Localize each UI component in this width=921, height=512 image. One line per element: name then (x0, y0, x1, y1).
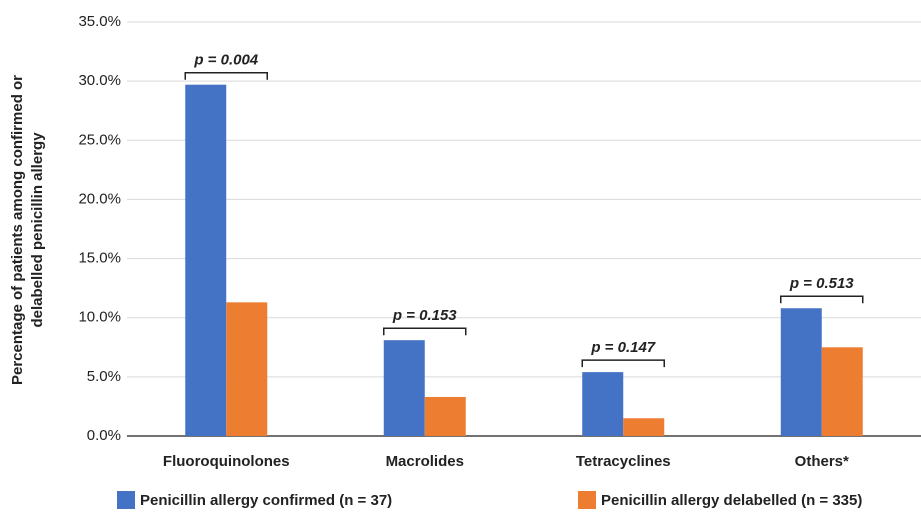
legend-label: Penicillin allergy delabelled (n = 335) (601, 492, 862, 509)
bracket (780, 295, 864, 304)
bar (821, 347, 863, 436)
y-tick-label: 30.0% (78, 72, 121, 89)
bar (226, 302, 268, 436)
y-tick-label: 10.0% (78, 309, 121, 326)
y-axis-label: Percentage of patients among confirmed o… (9, 75, 26, 385)
bracket (581, 359, 665, 368)
bar (383, 340, 425, 436)
x-tick-label: Others* (795, 453, 849, 470)
y-axis-label: delabelled penicillin allergy (29, 132, 46, 328)
annotation: p = 0.147 (590, 339, 655, 356)
annotation: p = 0.513 (789, 275, 854, 292)
y-tick-label: 35.0% (78, 13, 121, 30)
legend-label: Penicillin allergy confirmed (n = 37) (140, 492, 392, 509)
bar (780, 308, 822, 436)
bar (582, 372, 624, 436)
annotation: p = 0.153 (392, 307, 457, 324)
y-tick-label: 5.0% (87, 368, 121, 385)
x-tick-label: Tetracyclines (576, 453, 671, 470)
y-tick-label: 20.0% (78, 190, 121, 207)
y-tick-label: 15.0% (78, 250, 121, 267)
x-tick-label: Macrolides (386, 453, 464, 470)
bar (424, 396, 466, 436)
y-tick-label: 0.0% (87, 427, 121, 444)
bar (185, 84, 227, 436)
y-tick-label: 25.0% (78, 131, 121, 148)
bar (623, 418, 665, 436)
x-tick-label: Fluoroquinolones (163, 453, 290, 470)
legend-swatch (578, 491, 596, 509)
bracket (184, 71, 268, 80)
bracket (383, 327, 467, 336)
legend-swatch (117, 491, 135, 509)
annotation: p = 0.004 (193, 52, 258, 69)
